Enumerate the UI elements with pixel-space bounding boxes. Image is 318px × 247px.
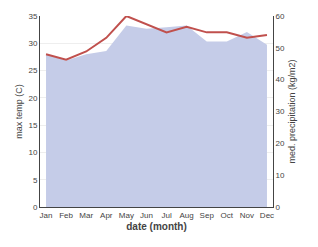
svg-text:Sep: Sep xyxy=(200,211,215,220)
svg-text:Nov: Nov xyxy=(240,211,254,220)
svg-text:max temp (C): max temp (C) xyxy=(14,84,24,139)
svg-text:25: 25 xyxy=(28,66,37,75)
svg-text:60: 60 xyxy=(276,12,285,21)
svg-text:0: 0 xyxy=(33,203,38,212)
svg-text:40: 40 xyxy=(276,75,285,84)
svg-text:5: 5 xyxy=(33,176,38,185)
svg-text:20: 20 xyxy=(28,94,37,103)
svg-text:20: 20 xyxy=(276,139,285,148)
svg-text:50: 50 xyxy=(276,44,285,53)
svg-text:Jul: Jul xyxy=(161,211,171,220)
svg-text:Aug: Aug xyxy=(180,211,194,220)
svg-text:Oct: Oct xyxy=(221,211,234,220)
svg-text:0: 0 xyxy=(276,203,281,212)
svg-text:30: 30 xyxy=(28,39,37,48)
svg-text:10: 10 xyxy=(28,148,37,157)
svg-text:35: 35 xyxy=(28,12,37,21)
svg-text:Mar: Mar xyxy=(79,211,93,220)
svg-text:15: 15 xyxy=(28,121,37,130)
svg-text:med. precipitation (kg/m2): med. precipitation (kg/m2) xyxy=(287,59,297,163)
svg-text:Feb: Feb xyxy=(59,211,73,220)
svg-text:10: 10 xyxy=(276,171,285,180)
svg-text:date (month): date (month) xyxy=(126,221,187,232)
svg-text:30: 30 xyxy=(276,107,285,116)
svg-text:Jan: Jan xyxy=(40,211,53,220)
svg-text:Dec: Dec xyxy=(260,211,274,220)
svg-text:May: May xyxy=(119,211,134,220)
svg-text:Jun: Jun xyxy=(140,211,153,220)
svg-text:Apr: Apr xyxy=(100,211,113,220)
